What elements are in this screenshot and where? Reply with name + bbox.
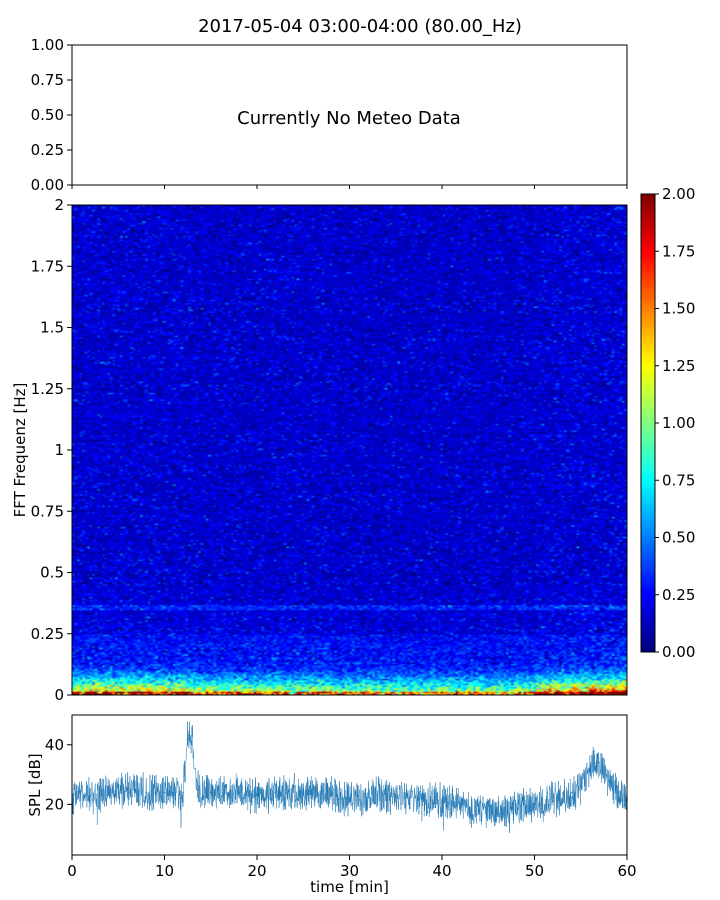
spl-data-point bbox=[191, 735, 194, 737]
spl-x-axis-label: time [min] bbox=[310, 878, 389, 896]
meteo-y-tick-label: 0.75 bbox=[31, 71, 64, 89]
spectrogram-y-tick-label: 1 bbox=[54, 441, 64, 459]
colorbar-tick-label: 1.50 bbox=[662, 300, 695, 318]
colorbar-tick-label: 0.75 bbox=[662, 471, 695, 489]
spectrogram-y-tick-label: 1.75 bbox=[31, 257, 64, 275]
meteo-y-tick-label: 1.00 bbox=[31, 36, 64, 54]
spl-x-tick-label: 50 bbox=[525, 862, 544, 880]
spl-data-point bbox=[459, 803, 462, 806]
spl-data-point bbox=[478, 809, 480, 812]
spl-data-point bbox=[237, 791, 240, 794]
spl-y-tick-label: 40 bbox=[45, 736, 64, 754]
spl-data-point bbox=[256, 794, 258, 797]
colorbar-tick-label: 2.00 bbox=[662, 185, 695, 203]
spl-data-point bbox=[496, 809, 499, 812]
spectrogram-heatmap bbox=[72, 205, 627, 695]
colorbar-gradient bbox=[641, 194, 655, 652]
spl-x-tick-label: 30 bbox=[340, 862, 359, 880]
spl-panel: SPL [dB] time [min] 20 40 0 10 20 30 40 50 60 bbox=[26, 714, 637, 896]
spl-data-point bbox=[589, 764, 591, 767]
spl-axes-frame bbox=[71, 714, 628, 856]
spl-data-point bbox=[196, 788, 198, 791]
spectrogram-y-tick-label: 1.5 bbox=[40, 319, 64, 337]
colorbar-tick-label: 1.25 bbox=[662, 357, 695, 375]
spl-data-point bbox=[209, 791, 212, 794]
meteo-y-tick-label: 0.50 bbox=[31, 106, 64, 124]
spl-y-axis-label: SPL [dB] bbox=[26, 753, 44, 816]
spl-data-point bbox=[533, 803, 536, 806]
meteo-y-tick-label: 0.25 bbox=[31, 141, 64, 159]
no-meteo-message: Currently No Meteo Data bbox=[237, 108, 461, 129]
meteo-y-tick-label: 0.00 bbox=[31, 176, 64, 194]
spectrogram-y-tick-label: 0 bbox=[54, 686, 64, 704]
spl-data-point bbox=[330, 794, 332, 797]
colorbar-tick-label: 0.00 bbox=[662, 643, 695, 661]
spl-data-point bbox=[579, 785, 582, 788]
spl-y-tick-label: 20 bbox=[45, 795, 64, 813]
colorbar: 0.00 0.25 0.50 0.75 1.00 1.25 1.50 1.75 2.00 bbox=[640, 185, 695, 661]
spl-x-tick-label: 40 bbox=[432, 862, 451, 880]
spl-data-point bbox=[515, 806, 517, 809]
spectrogram-y-tick-label: 0.25 bbox=[31, 625, 64, 643]
spl-data-point bbox=[561, 797, 564, 800]
spectrogram-y-axis-label: FFT Frequenz [Hz] bbox=[11, 383, 29, 518]
spl-data-point bbox=[348, 797, 351, 800]
spl-data-point bbox=[404, 797, 406, 800]
spl-data-point bbox=[376, 794, 379, 797]
colorbar-tick-label: 0.50 bbox=[662, 529, 695, 547]
spl-data-point bbox=[570, 791, 573, 794]
spl-data-point bbox=[441, 800, 443, 803]
spl-data-point bbox=[89, 794, 92, 797]
spl-data-point bbox=[552, 800, 554, 803]
spl-data-point bbox=[302, 791, 305, 794]
colorbar-tick-label: 1.75 bbox=[662, 242, 695, 260]
spl-data-point bbox=[598, 761, 601, 764]
spl-data-point bbox=[422, 800, 425, 803]
spl-data-point bbox=[172, 791, 175, 794]
spl-data-point bbox=[186, 738, 189, 740]
spl-x-tick-label: 60 bbox=[617, 862, 636, 880]
spl-data-point bbox=[274, 791, 277, 794]
spectrogram-y-tick-label: 0.75 bbox=[31, 502, 64, 520]
spl-data-point bbox=[126, 788, 129, 791]
spl-x-tick-label: 20 bbox=[247, 862, 266, 880]
colorbar-tick-label: 1.00 bbox=[662, 414, 695, 432]
spectrogram-panel: FFT Frequenz [Hz] 0 0.25 0.5 0.75 1 1.25 1.5 1.… bbox=[11, 196, 628, 704]
spl-data-point bbox=[616, 791, 619, 794]
meteo-panel: Currently No Meteo Data 0.00 0.25 0.50 0.75… bbox=[31, 36, 628, 194]
spl-x-tick-label: 0 bbox=[67, 862, 77, 880]
spl-data-point bbox=[182, 791, 184, 794]
spl-x-tick-label: 10 bbox=[155, 862, 174, 880]
spl-series-line bbox=[72, 721, 627, 833]
spl-data-point bbox=[607, 779, 610, 782]
spl-data-point bbox=[108, 791, 110, 794]
spl-data-point bbox=[163, 791, 166, 794]
figure-title: 2017-05-04 03:00-04:00 (80.00_Hz) bbox=[198, 16, 522, 37]
spectrogram-y-tick-label: 0.5 bbox=[40, 564, 64, 582]
spectrogram-y-tick-label: 2 bbox=[54, 196, 64, 214]
spectrogram-y-tick-label: 1.25 bbox=[31, 380, 64, 398]
spl-data-point bbox=[145, 791, 147, 794]
colorbar-tick-label: 0.25 bbox=[662, 586, 695, 604]
